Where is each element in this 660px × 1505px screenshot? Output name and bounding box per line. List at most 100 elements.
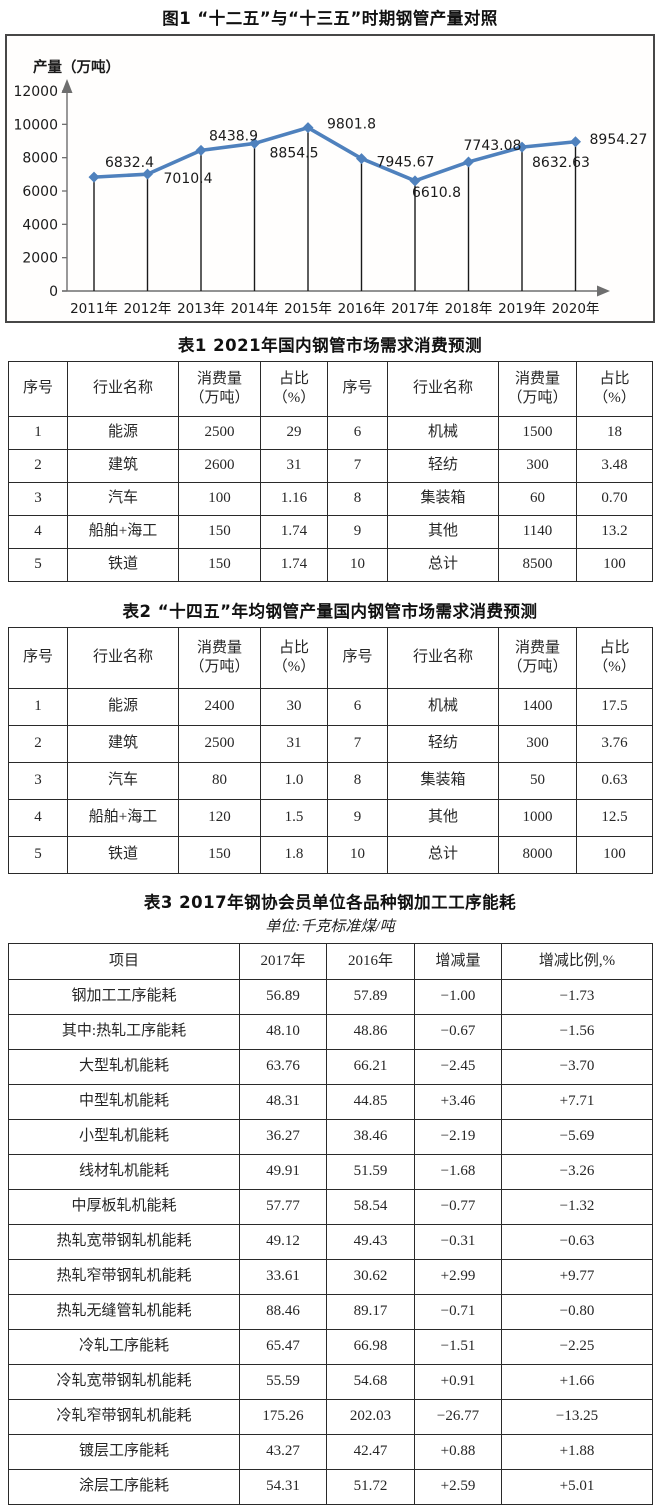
- table-cell: 150: [178, 548, 261, 582]
- table-cell: 船舶+海工: [67, 515, 179, 549]
- table-row: 4 船舶+海工 150 1.74 9 其他 1140 13.2: [8, 515, 653, 549]
- y-tick-label: 4000: [22, 217, 58, 233]
- data-label: 8632.63: [532, 155, 590, 171]
- column-header: 行业名称: [67, 627, 179, 689]
- y-tick-label: 2000: [22, 251, 58, 267]
- table2-title: 表2 “十四五”年均钢管产量国内钢管市场需求消费预测: [122, 602, 538, 621]
- table-row: 3 汽车 80 1.0 8 集装箱 50 0.63: [8, 762, 653, 800]
- table-cell: 13.2: [576, 515, 653, 549]
- table-cell: −1.32: [501, 1189, 653, 1225]
- table-cell: 8500: [498, 548, 577, 582]
- table-cell: 49.91: [239, 1154, 327, 1190]
- table-row: 其中:热轧工序能耗 48.10 48.86 −0.67 −1.56: [8, 1014, 653, 1050]
- table-cell: 9: [327, 799, 388, 837]
- table-cell: 4: [8, 515, 68, 549]
- table3-unit-label: 单位:千克标准煤/吨: [265, 919, 395, 935]
- table-row: 冷轧窄带钢轧机能耗 175.26 202.03 −26.77 −13.25: [8, 1399, 653, 1435]
- table3-energy-consumption: 项目 2017年 2016年 增减量 增减比例,% 钢加工工序能耗 56.89 57.89 −1…: [8, 943, 653, 1505]
- column-header: 消费量 （万吨）: [178, 627, 261, 689]
- x-tick-label: 2015年: [284, 301, 332, 317]
- table-cell: 89.17: [326, 1294, 415, 1330]
- y-tick-label: 0: [49, 284, 58, 300]
- column-header: 消费量 （万吨）: [498, 627, 577, 689]
- table-cell: 其他: [387, 515, 499, 549]
- table-cell: 17.5: [576, 688, 653, 726]
- x-axis-arrow: [597, 285, 610, 297]
- x-tick-label: 2020年: [552, 301, 600, 317]
- table-row: 5 铁道 150 1.8 10 总计 8000 100: [8, 836, 653, 874]
- table-cell: 100: [576, 836, 653, 874]
- table-cell: −1.00: [414, 979, 502, 1015]
- table-cell: 中厚板轧机能耗: [8, 1189, 240, 1225]
- table-cell: 48.31: [239, 1084, 327, 1120]
- data-label: 6832.4: [105, 155, 154, 171]
- table-row: 冷轧工序能耗 65.47 66.98 −1.51 −2.25: [8, 1329, 653, 1365]
- table-cell: 建筑: [67, 449, 179, 483]
- table-cell: 热轧无缝管轧机能耗: [8, 1294, 240, 1330]
- table-row: 中厚板轧机能耗 57.77 58.54 −0.77 −1.32: [8, 1189, 653, 1225]
- header-row: 序号 行业名称 消费量 （万吨） 占比 （%） 序号 行业名称 消费量 （万吨） 占比 （%）: [8, 627, 653, 689]
- data-point-marker: [356, 153, 367, 165]
- table-cell: 3: [8, 762, 68, 800]
- table-cell: 58.54: [326, 1189, 415, 1225]
- table-cell: 5: [8, 836, 68, 874]
- table-cell: 18: [576, 416, 653, 450]
- table-cell: −2.45: [414, 1049, 502, 1085]
- table-cell: 2400: [178, 688, 261, 726]
- table-cell: 9: [327, 515, 388, 549]
- table-cell: 8: [327, 762, 388, 800]
- table-cell: −26.77: [414, 1399, 502, 1435]
- table1-demand-forecast-2021: 序号 行业名称 消费量 （万吨） 占比 （%） 序号 行业名称 消费量 （万吨） 占比 （%）…: [8, 361, 653, 582]
- table-row: 2 建筑 2500 31 7 轻纺 300 3.76: [8, 725, 653, 763]
- table-cell: 80: [178, 762, 261, 800]
- table-cell: 能源: [67, 416, 179, 450]
- table-cell: 65.47: [239, 1329, 327, 1365]
- table-cell: 其中:热轧工序能耗: [8, 1014, 240, 1050]
- table-cell: 冷轧窄带钢轧机能耗: [8, 1399, 240, 1435]
- table-cell: 4: [8, 799, 68, 837]
- table-cell: +2.59: [414, 1469, 502, 1505]
- table-cell: 8000: [498, 836, 577, 874]
- table-cell: 1.5: [260, 799, 328, 837]
- data-point-marker: [302, 122, 314, 134]
- column-header: 2017年: [239, 943, 327, 980]
- table-cell: 1000: [498, 799, 577, 837]
- x-tick-label: 2018年: [445, 301, 493, 317]
- table-cell: 机械: [387, 416, 499, 450]
- y-tick-label: 6000: [22, 184, 58, 200]
- table-cell: 小型轧机能耗: [8, 1119, 240, 1155]
- table-row: 热轧无缝管轧机能耗 88.46 89.17 −0.71 −0.80: [8, 1294, 653, 1330]
- table-cell: 汽车: [67, 762, 179, 800]
- table-cell: −3.70: [501, 1049, 653, 1085]
- x-tick-label: 2019年: [498, 301, 546, 317]
- table2-demand-forecast-145: 序号 行业名称 消费量 （万吨） 占比 （%） 序号 行业名称 消费量 （万吨） 占比 （%）…: [8, 627, 653, 874]
- table-cell: 66.98: [326, 1329, 415, 1365]
- table-cell: 大型轧机能耗: [8, 1049, 240, 1085]
- column-header: 行业名称: [67, 361, 179, 417]
- table-cell: 2: [8, 725, 68, 763]
- table-cell: 57.77: [239, 1189, 327, 1225]
- table-cell: −1.56: [501, 1014, 653, 1050]
- data-label: 7010.4: [164, 171, 213, 187]
- column-header: 消费量 （万吨）: [498, 361, 577, 417]
- table-cell: 36.27: [239, 1119, 327, 1155]
- table-cell: 8: [327, 482, 388, 516]
- table-cell: 6: [327, 416, 388, 450]
- table-cell: 57.89: [326, 979, 415, 1015]
- table-row: 冷轧宽带钢轧机能耗 55.59 54.68 +0.91 +1.66: [8, 1364, 653, 1400]
- table-cell: 0.70: [576, 482, 653, 516]
- table-cell: 6: [327, 688, 388, 726]
- table-cell: 43.27: [239, 1434, 327, 1470]
- table-cell: 3.48: [576, 449, 653, 483]
- table-cell: −0.31: [414, 1224, 502, 1260]
- table-cell: 1.16: [260, 482, 328, 516]
- column-header: 序号: [8, 627, 68, 689]
- table-cell: +1.66: [501, 1364, 653, 1400]
- table-cell: 202.03: [326, 1399, 415, 1435]
- table-cell: 100: [576, 548, 653, 582]
- table-cell: −13.25: [501, 1399, 653, 1435]
- table-cell: −0.63: [501, 1224, 653, 1260]
- table-cell: 1: [8, 416, 68, 450]
- table-row: 镀层工序能耗 43.27 42.47 +0.88 +1.88: [8, 1434, 653, 1470]
- data-label: 8854.5: [270, 145, 319, 161]
